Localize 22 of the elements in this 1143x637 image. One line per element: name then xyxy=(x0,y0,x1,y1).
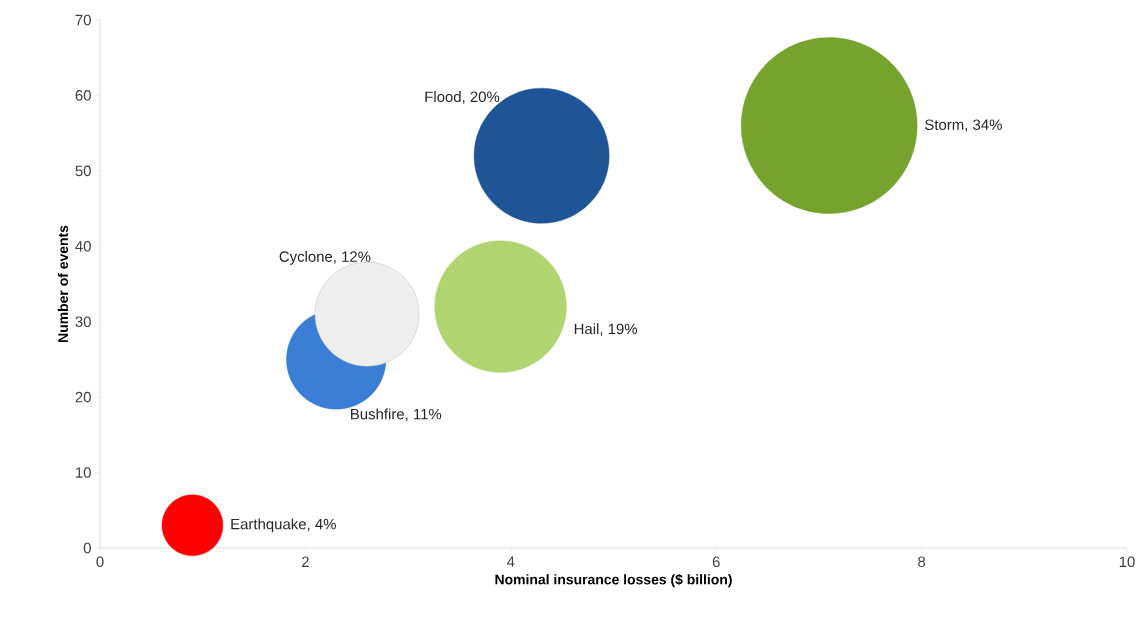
y-tick-label: 40 xyxy=(75,240,91,252)
x-tick-label: 4 xyxy=(506,556,515,567)
y-tick-label: 50 xyxy=(75,165,91,177)
x-tick-label: 0 xyxy=(96,556,104,568)
y-tick-label: 0 xyxy=(83,542,91,554)
annotation: Flood, 20% xyxy=(425,91,500,104)
y-tick-label: 30 xyxy=(75,316,91,327)
y-tick-label: 60 xyxy=(75,90,91,101)
y-tick-label: 20 xyxy=(75,391,91,403)
y-axis-title: Number of events xyxy=(57,225,69,342)
x-tick-label: 6 xyxy=(712,556,720,568)
annotation: Hail, 19% xyxy=(574,323,638,336)
annotation: Storm, 34% xyxy=(925,119,1002,132)
annotation: Bushfire, 11% xyxy=(351,408,442,422)
annotation: Cyclone, 12% xyxy=(279,250,371,265)
x-axis-title: Nominal insurance losses ($ billion) xyxy=(495,573,732,588)
y-tick-label: 70 xyxy=(75,14,91,26)
x-tick-label: 10 xyxy=(1119,556,1135,568)
annotation: Earthquake, 4% xyxy=(231,518,336,533)
y-tick-label: 10 xyxy=(76,467,91,478)
x-tick-label: 8 xyxy=(918,556,926,568)
x-tick-label: 2 xyxy=(302,556,309,567)
